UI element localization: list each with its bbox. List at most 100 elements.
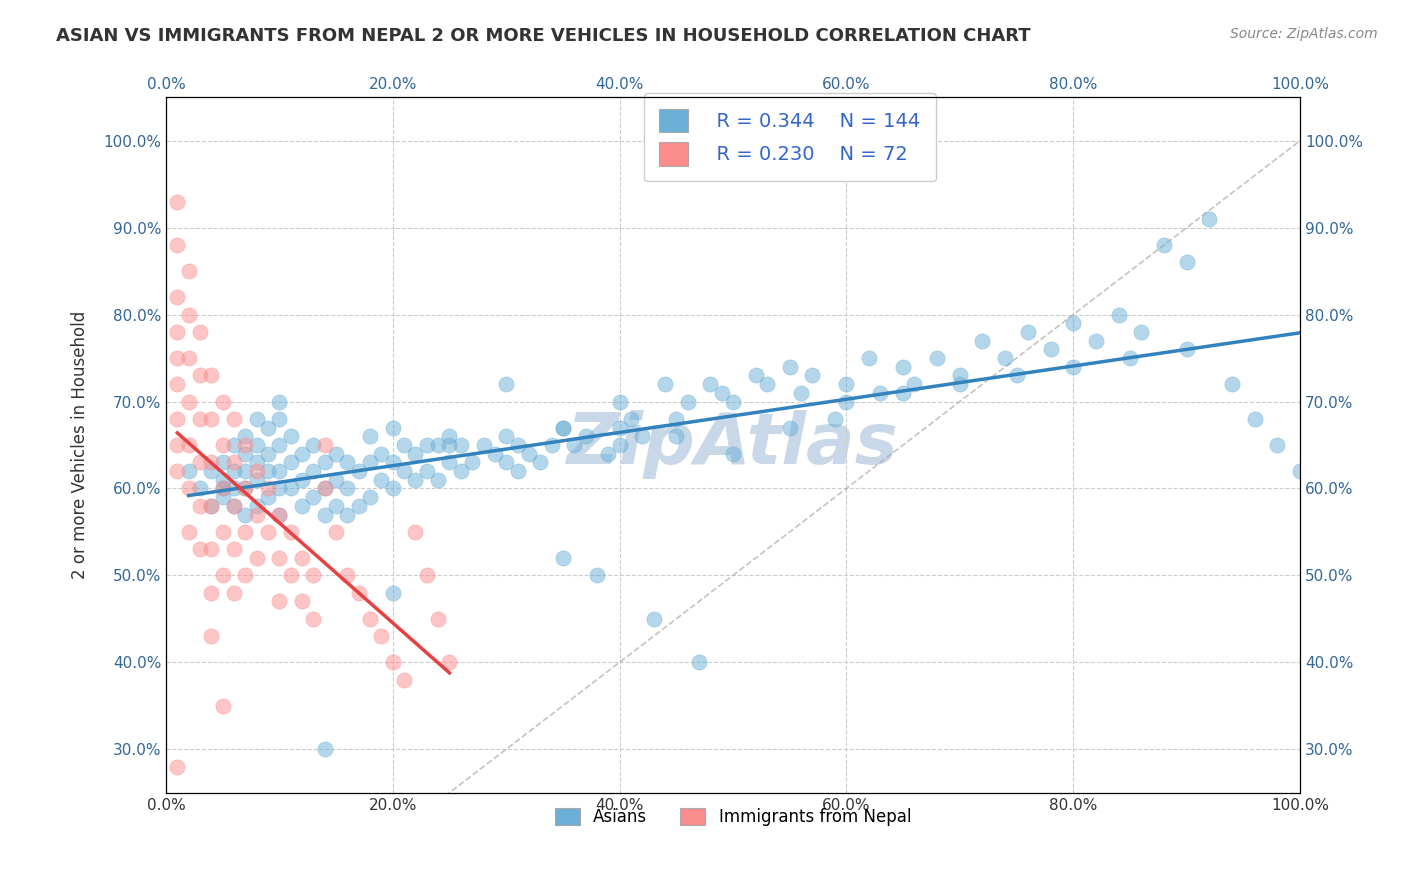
Point (347, 499, 370, 513)
Point (188, 325, 211, 339)
Point (246, 551, 269, 566)
Point (211, 524, 233, 539)
Point (269, 464, 291, 478)
Point (609, 420, 631, 434)
Point (551, 420, 574, 434)
Point (869, 385, 891, 400)
Point (188, 482, 211, 496)
Point (177, 524, 200, 539)
Point (891, 359, 914, 374)
Point (291, 551, 314, 566)
Point (269, 482, 291, 496)
Point (1062, 316, 1084, 330)
Point (416, 438, 439, 452)
Point (211, 698, 233, 713)
Point (257, 464, 280, 478)
Point (246, 438, 269, 452)
Point (1198, 212, 1220, 227)
Point (291, 447, 314, 461)
Point (949, 377, 972, 392)
Point (336, 508, 359, 522)
Point (235, 429, 257, 443)
Point (314, 438, 336, 452)
Point (325, 524, 347, 539)
Point (269, 438, 291, 452)
Point (166, 759, 188, 773)
Point (188, 455, 211, 469)
Point (314, 742, 336, 756)
Point (257, 490, 280, 504)
Point (665, 429, 688, 443)
Point (177, 438, 200, 452)
Point (540, 438, 562, 452)
Point (370, 629, 392, 643)
Point (211, 473, 233, 487)
Point (166, 464, 188, 478)
Point (506, 438, 529, 452)
Point (779, 420, 801, 434)
Point (1119, 351, 1142, 365)
Point (461, 455, 484, 469)
Point (416, 464, 439, 478)
Point (291, 473, 314, 487)
Point (257, 447, 280, 461)
Point (744, 368, 766, 383)
Point (177, 308, 200, 322)
Point (631, 429, 654, 443)
Point (177, 482, 200, 496)
Point (336, 455, 359, 469)
Point (269, 551, 291, 566)
Point (1175, 343, 1198, 357)
Point (472, 438, 495, 452)
Point (427, 438, 450, 452)
Point (392, 438, 415, 452)
Point (405, 447, 427, 461)
Point (381, 455, 404, 469)
Point (484, 447, 506, 461)
Point (188, 499, 211, 513)
Point (235, 524, 257, 539)
Point (439, 455, 461, 469)
Point (665, 412, 688, 426)
Point (166, 377, 188, 392)
Point (269, 508, 291, 522)
Point (222, 499, 245, 513)
Point (495, 429, 517, 443)
Point (1017, 325, 1039, 339)
Point (609, 438, 631, 452)
Point (177, 351, 200, 365)
Point (392, 673, 415, 687)
Point (756, 377, 779, 392)
Point (314, 508, 336, 522)
Point (222, 542, 245, 557)
Point (325, 447, 347, 461)
Point (235, 438, 257, 452)
Point (257, 524, 280, 539)
Point (1175, 255, 1198, 269)
Point (166, 325, 188, 339)
Point (200, 586, 222, 600)
Point (280, 524, 302, 539)
Point (269, 508, 291, 522)
Point (517, 447, 540, 461)
Point (211, 455, 233, 469)
Point (891, 385, 914, 400)
Point (314, 455, 336, 469)
Point (427, 473, 450, 487)
Point (246, 473, 269, 487)
Point (439, 655, 461, 669)
Point (188, 368, 211, 383)
Point (211, 482, 233, 496)
Point (551, 420, 574, 434)
Point (1265, 438, 1288, 452)
Point (824, 412, 846, 426)
Point (235, 482, 257, 496)
Point (200, 499, 222, 513)
Point (427, 612, 450, 626)
Point (450, 438, 472, 452)
Point (1084, 334, 1107, 348)
Point (211, 482, 233, 496)
Point (972, 334, 994, 348)
Point (200, 368, 222, 383)
Point (405, 524, 427, 539)
